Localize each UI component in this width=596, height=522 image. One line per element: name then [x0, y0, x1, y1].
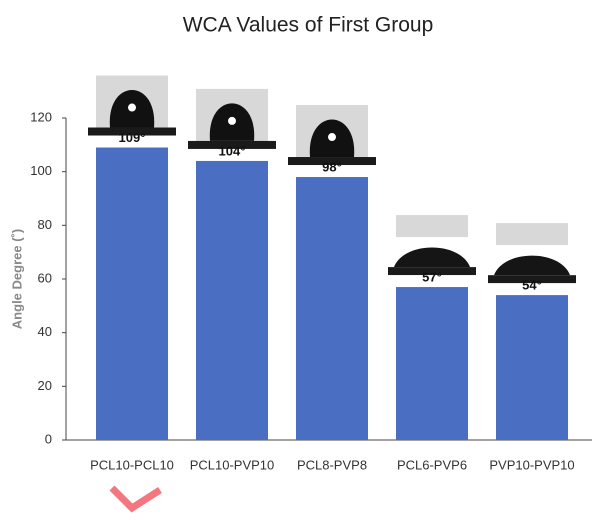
y-tick-label: 100	[30, 163, 52, 178]
droplet-highlight	[328, 133, 336, 141]
y-tick-label: 40	[38, 324, 52, 339]
x-tick-label: PCL10-PCL10	[90, 457, 174, 472]
y-tick-label: 60	[38, 270, 52, 285]
x-tick-label: PCL8-PVP8	[297, 457, 367, 472]
bar	[196, 161, 268, 440]
page: {"chart_data": {"type": "bar", "title": …	[0, 0, 596, 522]
pointer-mark	[112, 488, 160, 508]
value-label: 57°	[422, 269, 442, 284]
droplet-highlight	[228, 117, 236, 125]
bar	[96, 148, 168, 440]
bar	[496, 295, 568, 440]
bar	[396, 287, 468, 440]
y-tick-label: 120	[30, 109, 52, 124]
value-label: 54°	[522, 278, 542, 293]
x-tick-label: PCL10-PVP10	[190, 457, 275, 472]
y-axis-label: Angle Degree (˚)	[9, 229, 24, 329]
x-tick-label: PCL6-PVP6	[397, 457, 467, 472]
y-tick-label: 20	[38, 378, 52, 393]
y-tick-label: 80	[38, 217, 52, 232]
value-label: 109°	[119, 130, 146, 145]
bar	[296, 177, 368, 440]
droplet-highlight	[128, 104, 136, 112]
value-label: 104°	[219, 143, 246, 158]
x-tick-label: PVP10-PVP10	[489, 457, 574, 472]
chart-title: WCA Values of First Group	[183, 14, 434, 37]
value-label: 98°	[322, 159, 342, 174]
chart: WCA Values of First Group Angle Degree (…	[0, 0, 596, 522]
y-tick-label: 0	[45, 431, 52, 446]
